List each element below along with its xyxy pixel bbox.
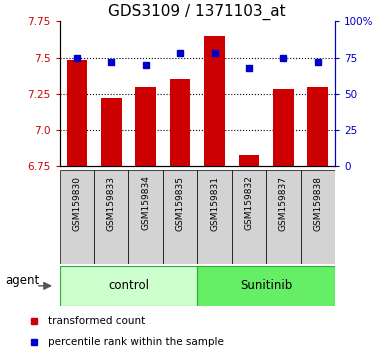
Bar: [273, 90, 294, 166]
Text: Sunitinib: Sunitinib: [240, 279, 292, 292]
Text: GSM159837: GSM159837: [279, 176, 288, 230]
Bar: [101, 98, 122, 166]
Title: GDS3109 / 1371103_at: GDS3109 / 1371103_at: [109, 4, 286, 20]
Bar: [163, 170, 197, 264]
Bar: [266, 170, 301, 264]
Bar: [301, 170, 335, 264]
Text: GSM159835: GSM159835: [176, 176, 185, 230]
Text: control: control: [108, 279, 149, 292]
Text: agent: agent: [5, 274, 39, 287]
Bar: [67, 61, 87, 166]
Bar: [197, 266, 335, 306]
Text: GSM159830: GSM159830: [72, 176, 81, 230]
Text: transformed count: transformed count: [49, 316, 146, 326]
Bar: [307, 86, 328, 166]
Bar: [136, 86, 156, 166]
Text: GSM159834: GSM159834: [141, 176, 150, 230]
Text: percentile rank within the sample: percentile rank within the sample: [49, 337, 224, 348]
Bar: [60, 170, 94, 264]
Bar: [60, 266, 197, 306]
Bar: [197, 170, 232, 264]
Bar: [129, 170, 163, 264]
Text: GSM159831: GSM159831: [210, 176, 219, 230]
Text: GSM159838: GSM159838: [313, 176, 322, 230]
Bar: [239, 155, 259, 166]
Bar: [232, 170, 266, 264]
Text: GSM159833: GSM159833: [107, 176, 116, 230]
Bar: [170, 79, 191, 166]
Bar: [94, 170, 129, 264]
Bar: [204, 36, 225, 166]
Text: GSM159832: GSM159832: [244, 176, 253, 230]
